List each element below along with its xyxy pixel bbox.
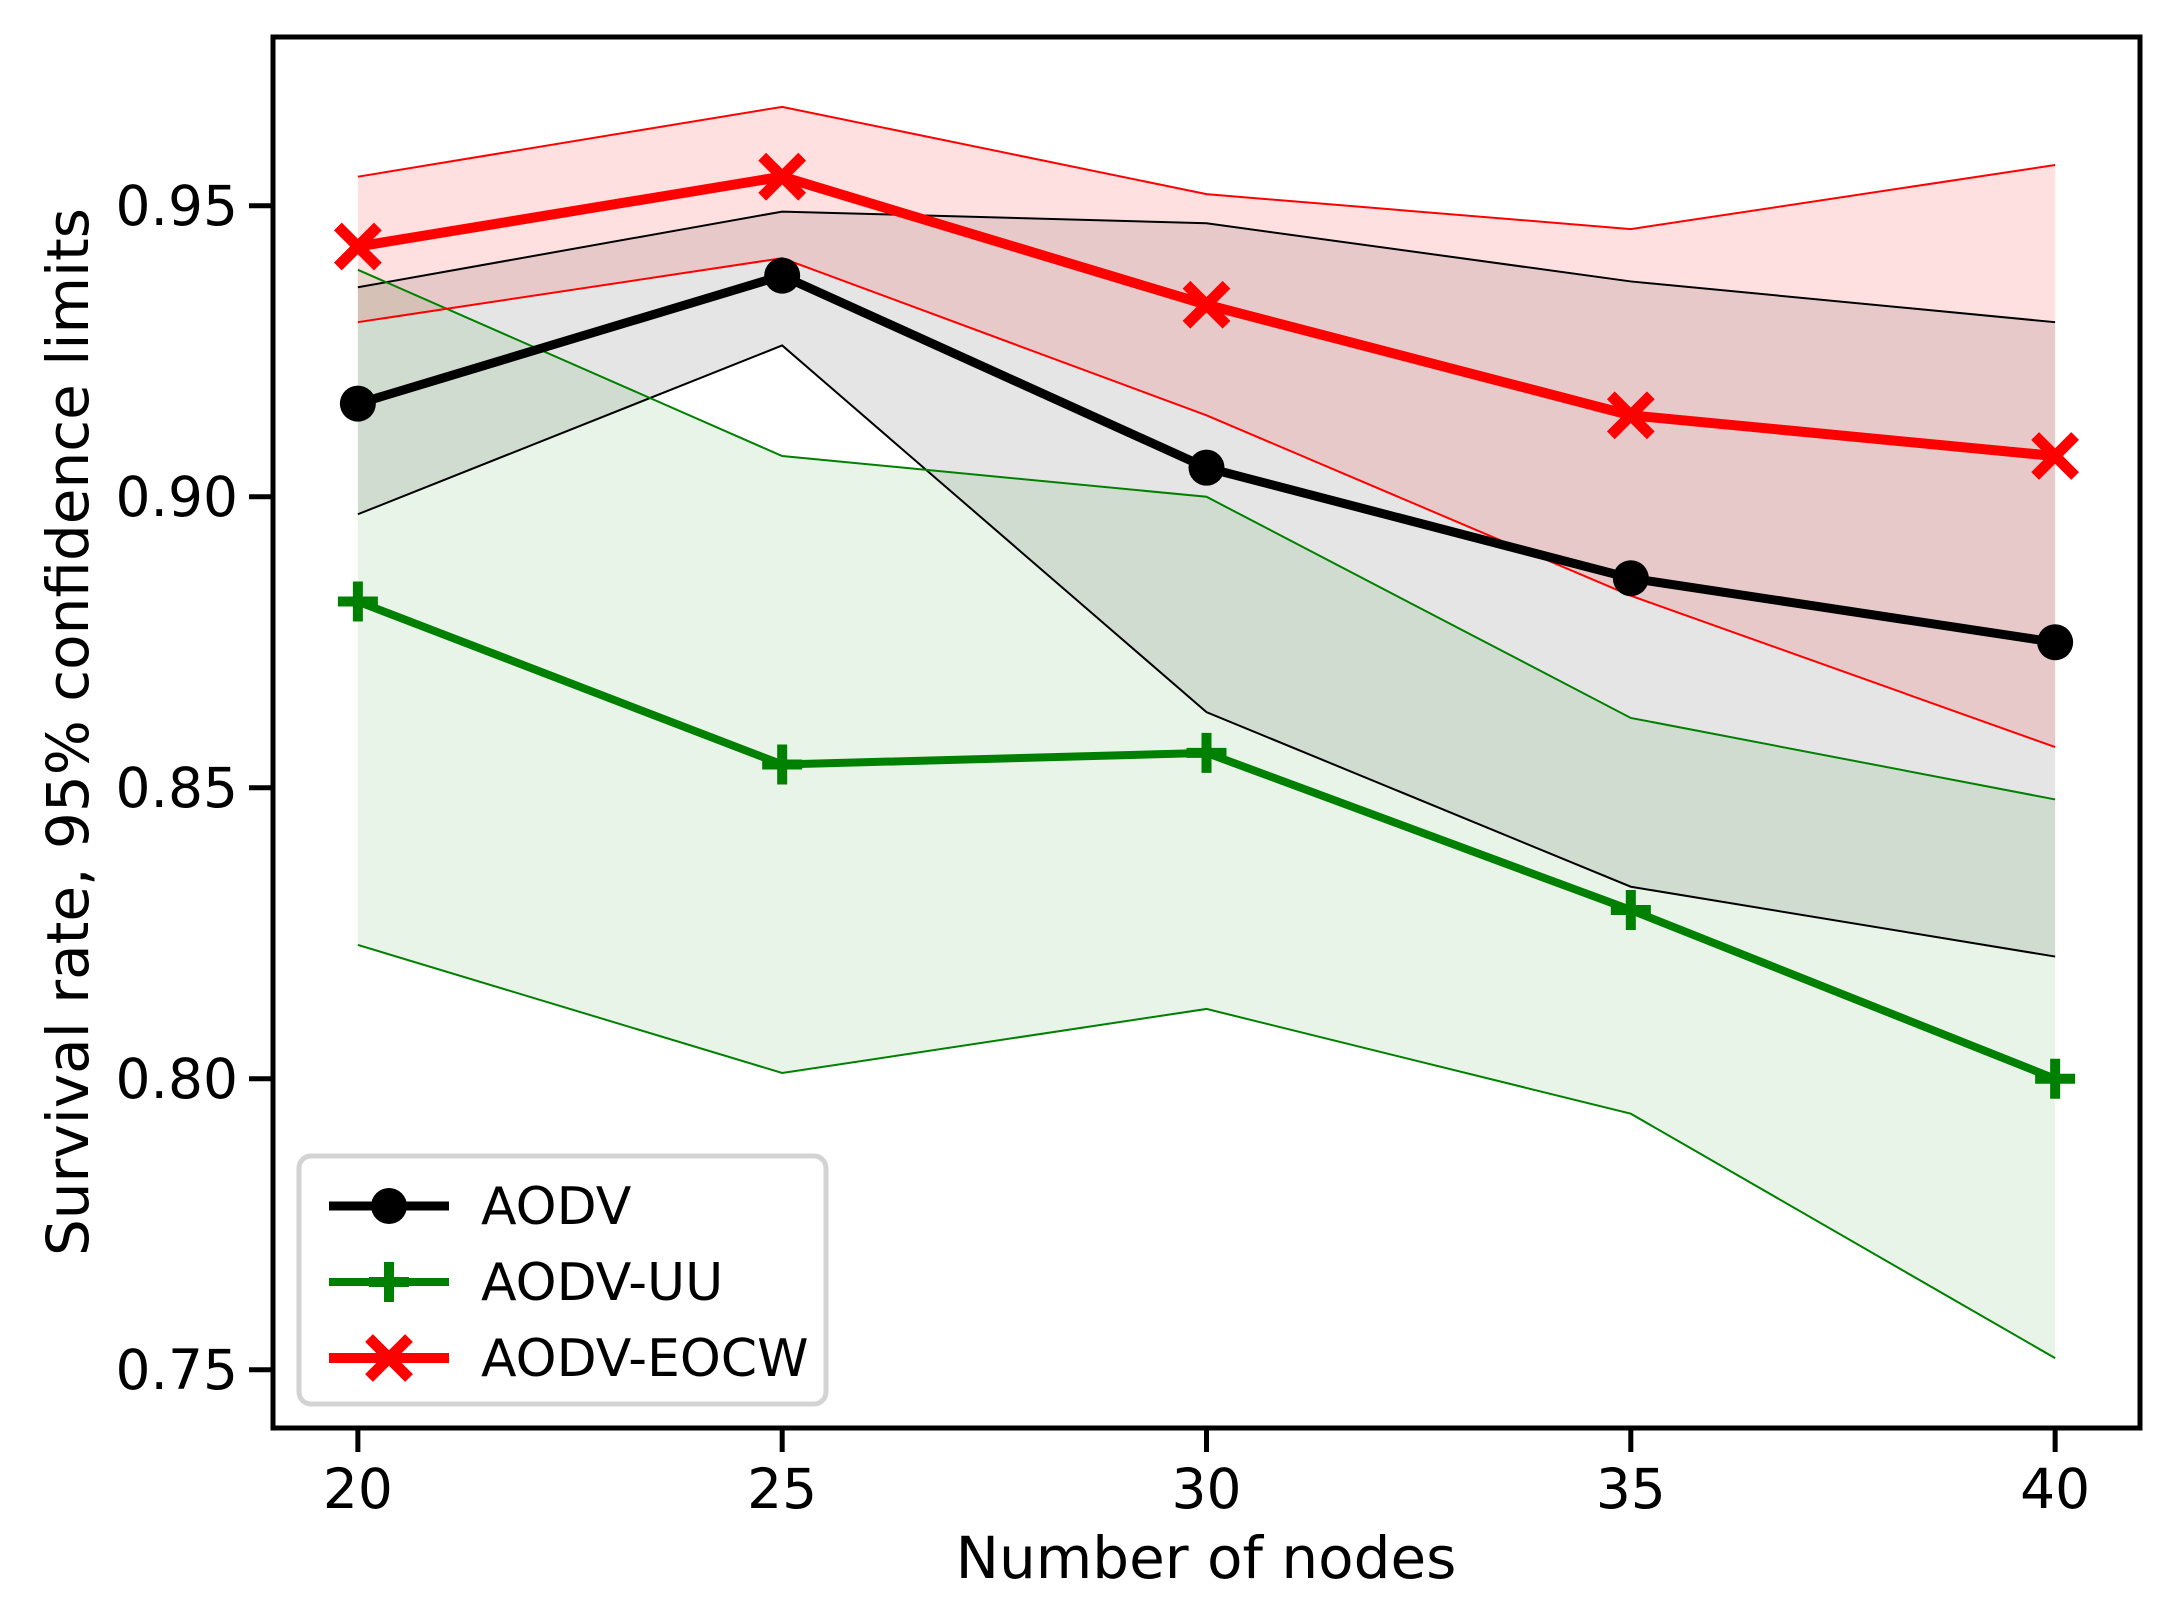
aodv-marker-35 (1612, 560, 1649, 597)
series-markers (333, 152, 2080, 1099)
x-tick-label-35: 35 (1596, 1457, 1666, 1521)
aodv-uu-marker-40 (2035, 1058, 2076, 1099)
aodv-eocw-marker-40 (2031, 432, 2080, 480)
legend-box (296, 1153, 829, 1407)
y-tick-label-0.75: 0.75 (116, 1338, 238, 1402)
aodv-marker-25 (764, 257, 801, 294)
legend-label-aodv-eocw: AODV-EOCW (481, 1329, 809, 1389)
aodv-uu-marker-25 (762, 744, 803, 785)
aodv-eocw-band-edge-lower (357, 257, 2056, 748)
confidence-band-edges (357, 105, 2056, 1360)
x-tick-label-25: 25 (747, 1457, 817, 1521)
aodv-uu-marker-35 (1610, 890, 1651, 931)
aodv-uu-marker-20 (337, 581, 378, 622)
aodv-band-edge-lower (357, 344, 2056, 958)
x-tick-label-20: 20 (323, 1457, 393, 1521)
axis-tick-labels: 20 25 30 35 40 0.95 0.90 0.85 0.80 0.75 (116, 174, 2091, 1521)
aodv-eocw-band-edge-upper (357, 105, 2056, 231)
legend-item-aodv-eocw: AODV-EOCW (329, 1329, 809, 1389)
aodv-eocw-marker-25 (758, 152, 807, 201)
aodv-marker-30 (1188, 449, 1225, 486)
axis-ticks (249, 203, 2058, 1452)
x-axis-label: Number of nodes (956, 1524, 1457, 1592)
aodv-eocw-marker-35 (1606, 391, 1655, 440)
y-tick-label-0.95: 0.95 (116, 174, 238, 238)
x-tick-label-30: 30 (1172, 1457, 1242, 1521)
aodv-confidence-band (357, 211, 2056, 957)
legend-item-aodv: AODV (329, 1177, 632, 1237)
legend-label-aodv-uu: AODV-UU (481, 1253, 723, 1313)
plot-frame (270, 34, 2143, 1431)
aodv-uu-band-edge-upper (357, 268, 2056, 801)
aodv-uu-legend-marker (369, 1262, 409, 1302)
y-tick-label-0.90: 0.90 (116, 465, 238, 529)
axes-frame (270, 34, 2143, 1431)
legend-label-aodv: AODV (481, 1177, 632, 1237)
legend: AODV AODV-UU AODV-EOCW (296, 1153, 829, 1407)
aodv-uu-confidence-band (357, 269, 2056, 1359)
aodv-uu-band-edge-lower (357, 943, 2056, 1360)
aodv-eocw-marker-20 (333, 222, 382, 271)
y-axis-label: Survival rate, 95% confidence limits (34, 208, 102, 1256)
aodv-legend-marker (371, 1188, 407, 1224)
aodv-band-edge-upper (357, 210, 2056, 324)
legend-item-aodv-uu: AODV-UU (329, 1253, 723, 1313)
x-tick-label-40: 40 (2020, 1457, 2090, 1521)
aodv-marker-20 (339, 385, 376, 422)
y-tick-label-0.80: 0.80 (116, 1047, 238, 1111)
aodv-marker-40 (2037, 624, 2074, 661)
aodv-eocw-marker-30 (1182, 280, 1231, 329)
aodv-eocw-legend-marker (365, 1334, 413, 1382)
aodv-uu-marker-30 (1186, 732, 1227, 773)
y-tick-label-0.85: 0.85 (116, 756, 238, 820)
